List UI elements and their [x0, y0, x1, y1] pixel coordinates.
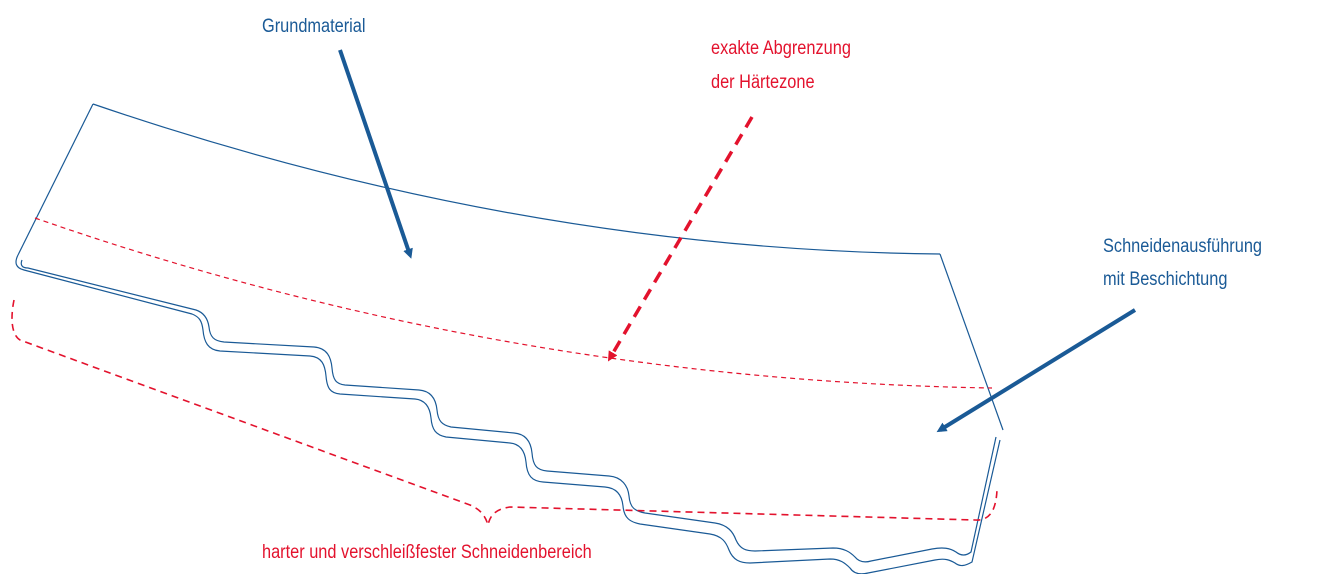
- blade-right-edge: [939, 253, 1004, 431]
- hardness-zone-arrow: [607, 116, 754, 362]
- serrated-edge-outer: [15, 254, 1001, 574]
- coated-edge-label: Schneidenausführung mit Beschichtung: [1103, 234, 1262, 292]
- hardness-zone-boundary: [34, 217, 993, 389]
- blade-top-curve: [92, 103, 941, 255]
- coated-edge-label-line-1: Schneidenausführung: [1103, 236, 1262, 257]
- coated-edge-arrow: [936, 308, 1137, 433]
- serrated-cutting-edge: [15, 254, 1001, 574]
- hard-edge-area-label: harter und verschleißfester Schneidenber…: [262, 542, 592, 563]
- hard-edge-area-brace: [11, 299, 998, 526]
- hardness-zone-label: exakte Abgrenzung der Härtezone: [711, 36, 851, 95]
- coated-edge-label-line-2: mit Beschichtung: [1103, 269, 1228, 290]
- hardness-zone-label-line-1: exakte Abgrenzung: [711, 38, 851, 59]
- serrated-edge-inner: [20, 259, 997, 563]
- base-material-label: Grundmaterial: [262, 16, 366, 37]
- hardness-zone-label-line-2: der Härtezone: [711, 72, 815, 93]
- blade-left-edge: [17, 103, 94, 256]
- base-material-arrow: [338, 49, 413, 259]
- blade-body: [17, 103, 1004, 431]
